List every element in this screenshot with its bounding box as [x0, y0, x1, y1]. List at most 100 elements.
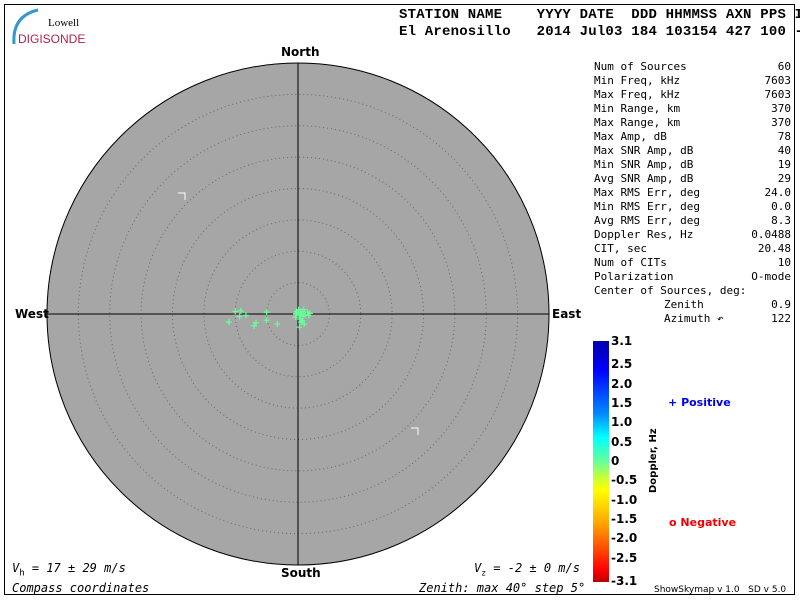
colorbar-tick: 2.5: [611, 357, 633, 372]
colorbar-tick: -2.0: [611, 531, 638, 546]
stat-row: Num of Sources 60: [594, 60, 791, 74]
source-point: [274, 321, 281, 328]
stat-row: Num of CITs 10: [594, 256, 791, 270]
source-point: [306, 310, 313, 317]
stat-value: 60: [777, 60, 791, 73]
colorbar-tick: 1.0: [611, 415, 633, 430]
compass-south: South: [281, 566, 321, 580]
stat-value: 19: [777, 158, 791, 171]
zenith-note: Zenith: max 40° step 5°: [419, 581, 586, 595]
frame: [4, 4, 795, 595]
stat-label: Max SNR Amp, dB: [594, 144, 694, 157]
stat-value: 8.3: [771, 214, 791, 227]
stat-row: Min SNR Amp, dB 19: [594, 158, 791, 172]
colorbar-tick: 2.0: [611, 376, 633, 391]
legend-negative: o Negative: [669, 516, 737, 529]
stat-label: Max Freq, kHz: [594, 88, 681, 101]
compass-east: East: [552, 307, 582, 321]
source-point: [263, 317, 270, 324]
colorbar-tick: 0.5: [611, 434, 633, 449]
stat-label: Max RMS Err, deg: [594, 186, 700, 199]
source-point: [263, 309, 270, 316]
stat-row: CIT, sec 20.48: [594, 242, 791, 256]
stat-label: Max Amp, dB: [594, 130, 667, 143]
source-point: [252, 319, 259, 326]
logo-arc-icon: [12, 8, 39, 45]
source-point: [251, 322, 258, 329]
stat-value: 29: [777, 172, 791, 185]
version-note: ShowSkymap v 1.0 SD v 5.0: [654, 585, 787, 595]
stat-row: Max Freq, kHz 7603: [594, 88, 791, 102]
stat-row: Doppler Res, Hz 0.0488: [594, 228, 791, 242]
stat-value: 78: [777, 130, 791, 143]
vz-readout: Vz = -2 ± 0 m/s: [474, 561, 580, 578]
stat-label: Doppler Res, Hz: [594, 228, 694, 241]
source-point: [237, 307, 244, 314]
stat-row: Avg SNR Amp, dB 29: [594, 172, 791, 186]
source-point: [298, 319, 305, 326]
corner-mark-se: [411, 427, 419, 435]
source-point: [236, 313, 243, 320]
stat-label: Avg SNR Amp, dB: [594, 172, 694, 185]
stat-value: 370: [771, 102, 791, 115]
colorbar-label: Doppler, Hz: [648, 428, 659, 493]
source-point: [301, 321, 308, 328]
source-point: [242, 312, 249, 319]
stat-value: 24.0: [764, 186, 792, 199]
colorbar-tick: -1.0: [611, 492, 638, 507]
stat-value: 7603: [764, 74, 792, 87]
stat-row: Max RMS Err, deg 24.0: [594, 186, 791, 200]
stat-value: 0.0488: [751, 228, 791, 241]
stat-row: Min Range, km 370: [594, 102, 791, 116]
source-point: [232, 308, 239, 315]
colorbar-tick: -3.1: [611, 574, 638, 588]
colorbar-tick: 1.5: [611, 395, 633, 410]
compass-west: West: [15, 307, 49, 321]
stat-label: Avg RMS Err, deg: [594, 214, 700, 227]
stat-label: Min SNR Amp, dB: [594, 158, 694, 171]
stat-row: Max SNR Amp, dB 40: [594, 144, 791, 158]
stat-value: 0.0: [771, 200, 791, 213]
circle-icon: o: [669, 516, 677, 529]
stat-value: 20.48: [757, 242, 791, 255]
stat-label: Polarization: [594, 270, 674, 283]
source-point: [300, 306, 307, 313]
stat-value: 10: [777, 256, 791, 269]
stat-value: 7603: [764, 88, 792, 101]
stat-value: 40: [777, 144, 791, 157]
stat-label: CIT, sec: [594, 242, 647, 255]
colorbar-tick: -2.5: [611, 550, 638, 565]
stat-label: Num of CITs: [594, 256, 667, 269]
center-zenith: Zenith 0.9: [664, 298, 791, 311]
vh-readout: Vh = 17 ± 29 m/s: [12, 561, 126, 579]
stat-row: Avg RMS Err, deg 8.3: [594, 214, 791, 228]
stat-label: Min RMS Err, deg: [594, 200, 700, 213]
header-labels: STATION NAME YYYY DATE DDD HHMMSS AXN PP…: [399, 7, 800, 23]
header-values: El Arenosillo 2014 Jul03 184 103154 427 …: [399, 24, 800, 40]
compass-north: North: [281, 45, 320, 59]
source-point: [299, 317, 306, 324]
source-point: [225, 319, 232, 326]
stat-value: O-mode: [751, 270, 791, 283]
source-point: [293, 308, 300, 315]
stat-label: Max Range, km: [594, 116, 681, 129]
stat-row: Min RMS Err, deg 0.0: [594, 200, 791, 214]
coords-note: Compass coordinates: [12, 581, 150, 595]
colorbar-tick: 3.1: [611, 334, 633, 348]
colorbar-tick: 0: [611, 454, 620, 468]
legend-positive: + Positive: [668, 396, 731, 409]
source-point: [292, 314, 299, 321]
stat-row: Min Freq, kHz 7603: [594, 74, 791, 88]
rotate-icon: ↶: [716, 312, 724, 325]
stat-row: Max Range, km 370: [594, 116, 791, 130]
stat-label: Num of Sources: [594, 60, 687, 73]
corner-mark-nw: [178, 192, 186, 200]
doppler-colorbar: [593, 341, 609, 582]
stat-label: Min Range, km: [594, 102, 681, 115]
center-title: Center of Sources, deg:: [594, 284, 747, 297]
digisonde-logo: Lowell DIGISONDE: [10, 8, 85, 48]
source-point: [296, 324, 303, 331]
plus-icon: +: [668, 396, 678, 409]
